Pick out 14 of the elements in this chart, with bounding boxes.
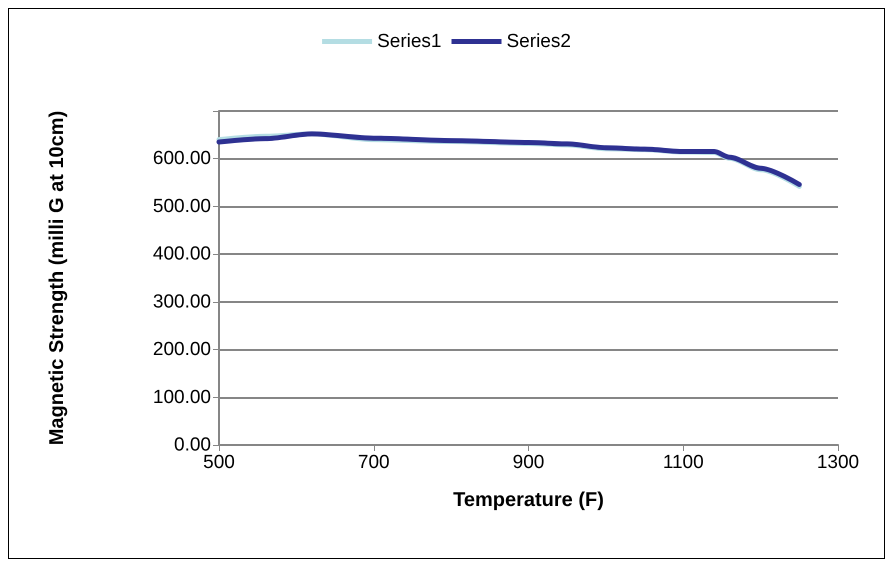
x-axis-title: Temperature (F)	[453, 489, 604, 511]
x-tick-label: 1300	[816, 452, 860, 473]
y-tick-label: 500.00	[152, 196, 211, 217]
x-tick-label: 900	[512, 452, 544, 473]
x-tick-label: 700	[358, 452, 390, 473]
y-tick-label: 100.00	[152, 386, 211, 408]
y-tick-label: 600.00	[152, 148, 211, 170]
y-tick-label: 400.00	[152, 244, 211, 265]
y-axis-title: Magnetic Strength (milli G at 10cm)	[46, 110, 68, 446]
y-tick-label: 200.00	[152, 339, 211, 360]
legend-label: Series2	[506, 31, 571, 52]
legend-label: Series1	[377, 31, 442, 52]
y-tick-label: 300.00	[152, 291, 211, 312]
x-tick-label: 1100	[662, 452, 704, 473]
